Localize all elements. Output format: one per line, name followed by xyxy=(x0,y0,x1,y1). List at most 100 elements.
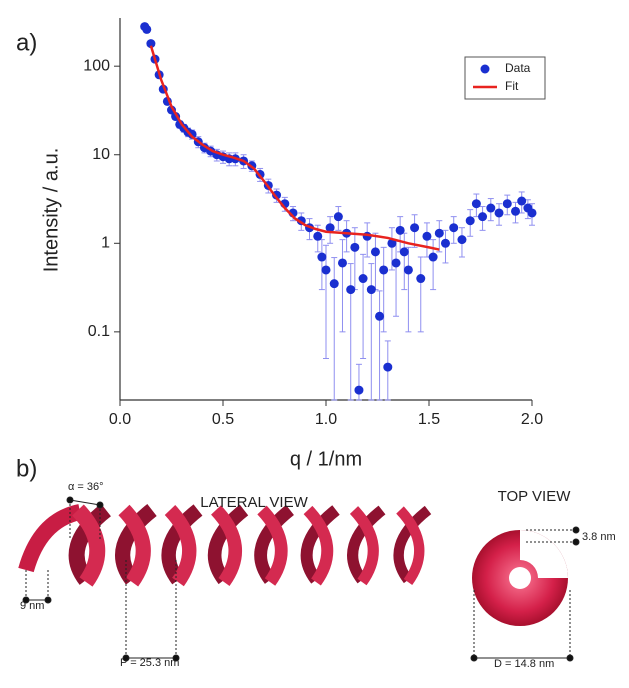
data-point xyxy=(494,208,504,218)
data-point xyxy=(317,252,327,262)
data-point xyxy=(387,238,397,248)
legend-box xyxy=(464,56,546,100)
data-point xyxy=(313,231,323,241)
x-tick-label: 1.0 xyxy=(315,411,337,428)
y-axis-label: Intensity / a.u. xyxy=(40,148,62,273)
data-point xyxy=(358,274,368,284)
helix-back xyxy=(300,505,340,584)
data-point xyxy=(403,265,413,275)
data-point xyxy=(428,252,438,262)
helix-back xyxy=(115,504,157,585)
error-bar xyxy=(318,239,325,291)
helix-diagram: α = 36° LATERAL VIEW TOP VIEW 9 nm P = 2… xyxy=(18,481,616,670)
error-bar xyxy=(323,244,329,360)
helix-back xyxy=(393,505,432,584)
data-point xyxy=(422,231,432,241)
helix-front xyxy=(396,506,425,586)
error-bar xyxy=(331,257,338,401)
error-bar xyxy=(393,240,400,317)
dimension-lines xyxy=(25,500,576,658)
view-title: LATERAL VIEW xyxy=(200,494,308,511)
data-point xyxy=(329,279,339,289)
error-bar xyxy=(405,246,412,333)
panel-label: b) xyxy=(16,455,37,482)
data-point xyxy=(379,265,389,275)
data-point xyxy=(337,258,347,268)
x-tick-label: 0.0 xyxy=(109,411,131,428)
data-point xyxy=(517,196,527,206)
error-bar xyxy=(347,263,354,401)
data-point xyxy=(449,223,459,233)
data-point xyxy=(391,258,401,268)
panel-label: a) xyxy=(16,29,37,56)
ring-hole xyxy=(509,567,531,589)
dimension-label: P = 25.3 nm xyxy=(120,657,179,669)
dimension-bars xyxy=(22,496,580,662)
data-point xyxy=(416,274,426,284)
fit-line xyxy=(149,45,440,251)
error-bar xyxy=(351,227,358,291)
error-bar xyxy=(417,256,424,333)
data-point xyxy=(511,206,521,216)
data-point xyxy=(383,362,393,372)
y-tick-label: 0.1 xyxy=(88,323,110,340)
helix-front xyxy=(257,505,288,586)
helix-front xyxy=(349,506,379,586)
helix-back xyxy=(254,504,295,584)
data-point xyxy=(142,24,152,34)
helix-front xyxy=(72,504,106,587)
dimension-label: 3.8 nm xyxy=(582,531,616,543)
error-bar xyxy=(355,363,362,401)
data-point xyxy=(478,212,488,222)
x-axis-label: q / 1/nm xyxy=(290,448,362,470)
legend-marker xyxy=(480,64,490,74)
data-point xyxy=(350,242,360,252)
x-tick-label: 2.0 xyxy=(521,411,543,428)
helix-front xyxy=(210,505,242,586)
data-point xyxy=(366,285,376,295)
view-title: TOP VIEW xyxy=(498,488,572,505)
data-point xyxy=(354,385,364,395)
data-point xyxy=(321,265,331,275)
helix-back xyxy=(68,503,112,585)
helix-front xyxy=(164,505,197,587)
data-point xyxy=(440,238,450,248)
data-point xyxy=(486,203,496,213)
helix xyxy=(18,503,432,587)
y-tick-label: 1 xyxy=(101,235,110,252)
error-bar xyxy=(372,232,379,291)
error-bar xyxy=(360,253,367,360)
error-bar xyxy=(339,239,346,333)
legend-label: Data xyxy=(505,61,531,75)
data-point xyxy=(375,311,385,321)
legend-label: Fit xyxy=(505,79,519,93)
helix-back xyxy=(347,505,386,584)
x-tick-label: 1.5 xyxy=(418,411,440,428)
helix-back xyxy=(207,504,249,585)
data-point xyxy=(465,216,475,226)
data-point xyxy=(410,223,420,233)
data-point xyxy=(502,199,512,209)
data-point xyxy=(346,285,356,295)
data-point xyxy=(471,199,481,209)
helix-start xyxy=(18,504,82,573)
data-point xyxy=(527,208,537,218)
data-point xyxy=(333,212,343,222)
y-tick-label: 10 xyxy=(92,146,110,163)
helix-front xyxy=(118,504,151,587)
error-bar xyxy=(376,290,383,401)
data-point xyxy=(434,228,444,238)
data-point xyxy=(146,39,156,49)
helix-front xyxy=(303,505,334,586)
helix-back xyxy=(161,504,203,585)
error-bar xyxy=(368,263,375,401)
data-point xyxy=(399,247,409,257)
y-tick-label: 100 xyxy=(83,57,110,74)
angle-label: α = 36° xyxy=(68,481,104,493)
data-point xyxy=(325,223,335,233)
x-tick-label: 0.5 xyxy=(212,411,234,428)
dimension-label: D = 14.8 nm xyxy=(494,658,554,670)
data-point xyxy=(395,225,405,235)
data-point xyxy=(370,247,380,257)
